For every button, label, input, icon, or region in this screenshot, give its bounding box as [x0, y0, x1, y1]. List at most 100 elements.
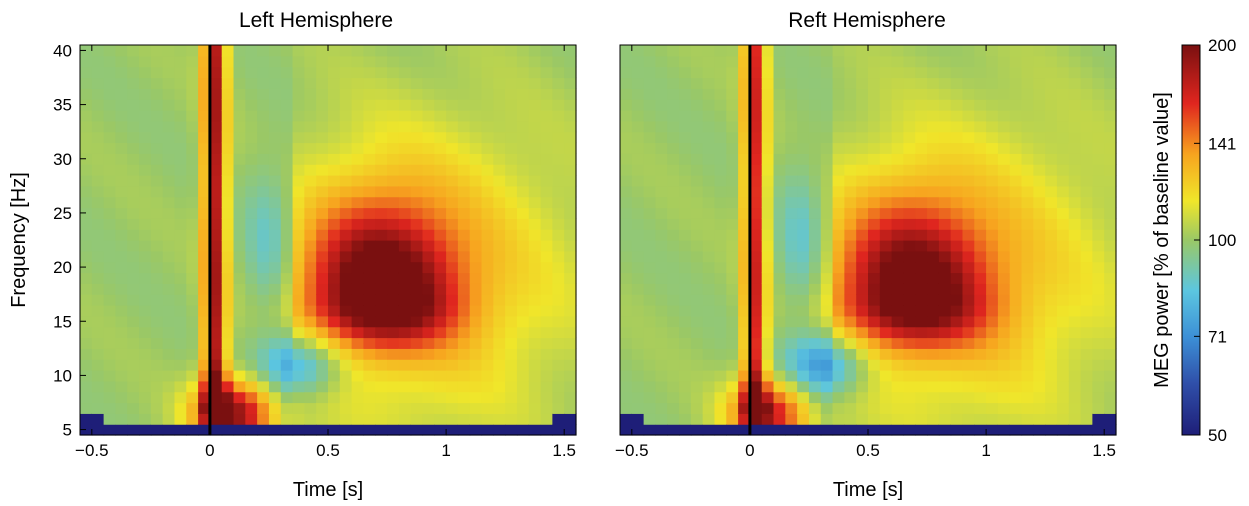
- heatmap-cell: [797, 185, 810, 198]
- heatmap-cell: [221, 207, 235, 219]
- heatmap-cell: [950, 153, 964, 165]
- heatmap-cell: [398, 229, 412, 241]
- heatmap-cell: [363, 326, 376, 339]
- heatmap-cell: [1009, 413, 1023, 425]
- heatmap-cell: [186, 99, 199, 111]
- heatmap-cell: [1033, 55, 1046, 68]
- heatmap-cell: [879, 359, 893, 371]
- heatmap-cell: [257, 413, 270, 425]
- heatmap-cell: [1080, 380, 1093, 393]
- heatmap-cell: [1104, 55, 1117, 68]
- heatmap-cell: [891, 337, 905, 349]
- heatmap-cell: [1033, 240, 1046, 252]
- heatmap-cell: [363, 77, 376, 89]
- heatmap-cell: [844, 348, 857, 360]
- heatmap-cell: [481, 359, 494, 371]
- heatmap-cell: [174, 305, 187, 317]
- heatmap-cell: [150, 229, 164, 241]
- heatmap-cell: [879, 120, 893, 133]
- heatmap-cell: [808, 283, 822, 295]
- heatmap-cell: [233, 153, 246, 165]
- heatmap-cell: [620, 218, 633, 230]
- heatmap-cell: [738, 175, 751, 187]
- heatmap-cell: [422, 348, 435, 360]
- heatmap-cell: [328, 131, 341, 144]
- heatmap-cell: [564, 120, 577, 133]
- heatmap-cell: [738, 66, 751, 79]
- heatmap-cell: [938, 326, 952, 339]
- heatmap-cell: [457, 55, 471, 68]
- heatmap-cell: [808, 380, 822, 393]
- heatmap-cell: [797, 207, 810, 219]
- y-tick-label: 30: [53, 150, 72, 169]
- heatmap-cell: [1009, 110, 1023, 122]
- heatmap-cell: [997, 88, 1011, 100]
- heatmap-cell: [328, 250, 341, 263]
- heatmap-cell: [398, 413, 412, 425]
- heatmap-cell: [422, 391, 435, 404]
- x-tick-label: 0.5: [856, 441, 880, 460]
- heatmap-cell: [540, 153, 553, 165]
- heatmap-cell: [950, 326, 964, 339]
- heatmap-cell: [469, 185, 483, 198]
- heatmap-cell: [481, 413, 494, 425]
- heatmap-cell: [1092, 391, 1105, 404]
- heatmap-cell: [938, 261, 952, 274]
- heatmap-cell: [493, 88, 506, 100]
- heatmap-cell: [1045, 326, 1058, 339]
- heatmap-cell: [245, 337, 258, 349]
- heatmap-cell: [1104, 185, 1117, 198]
- heatmap-cell: [245, 120, 258, 133]
- heatmap-cell: [962, 45, 975, 57]
- heatmap-cell: [927, 402, 940, 414]
- heatmap-cell: [115, 305, 128, 317]
- heatmap-cell: [398, 110, 412, 122]
- heatmap-cell: [1056, 305, 1070, 317]
- heatmap-cell: [667, 391, 680, 404]
- heatmap-cell: [139, 131, 152, 144]
- heatmap-cell: [690, 424, 704, 436]
- heatmap-cell: [667, 294, 680, 306]
- heatmap-cell: [915, 283, 928, 295]
- heatmap-cell: [655, 229, 668, 241]
- heatmap-cell: [927, 88, 940, 100]
- heatmap-cell: [422, 153, 435, 165]
- heatmap-cell: [773, 196, 786, 209]
- heatmap-cell: [328, 359, 341, 371]
- heatmap-cell: [679, 413, 692, 425]
- heatmap-cell: [962, 77, 975, 89]
- heatmap-cell: [808, 77, 822, 89]
- heatmap-cell: [773, 45, 786, 57]
- heatmap-cell: [150, 261, 164, 274]
- heatmap-cell: [950, 261, 964, 274]
- heatmap-cell: [844, 55, 857, 68]
- heatmap-cell: [174, 175, 187, 187]
- heatmap-cell: [387, 185, 400, 198]
- heatmap-cell: [1056, 261, 1070, 274]
- heatmap-cell: [950, 413, 964, 425]
- heatmap-cell: [564, 153, 577, 165]
- heatmap-cell: [785, 77, 798, 89]
- heatmap-cell: [915, 131, 928, 144]
- heatmap-cell: [434, 413, 447, 425]
- heatmap-cell: [80, 131, 93, 144]
- heatmap-cell: [702, 348, 716, 360]
- heatmap-cell: [1009, 261, 1023, 274]
- heatmap-cell: [927, 185, 940, 198]
- heatmap-cell: [162, 315, 176, 328]
- heatmap-cell: [493, 337, 506, 349]
- heatmap-cell: [785, 55, 798, 68]
- heatmap-cell: [797, 153, 810, 165]
- heatmap-cell: [974, 207, 987, 219]
- heatmap-cell: [150, 153, 164, 165]
- heatmap-cell: [268, 370, 282, 382]
- heatmap-cell: [820, 142, 834, 154]
- heatmap-cell: [1033, 370, 1046, 382]
- heatmap-cell: [304, 402, 317, 414]
- heatmap-cell: [797, 110, 810, 122]
- heatmap-cell: [150, 370, 164, 382]
- heatmap-cell: [103, 66, 117, 79]
- heatmap-cell: [446, 110, 459, 122]
- heatmap-cell: [139, 142, 152, 154]
- heatmap-cell: [856, 315, 869, 328]
